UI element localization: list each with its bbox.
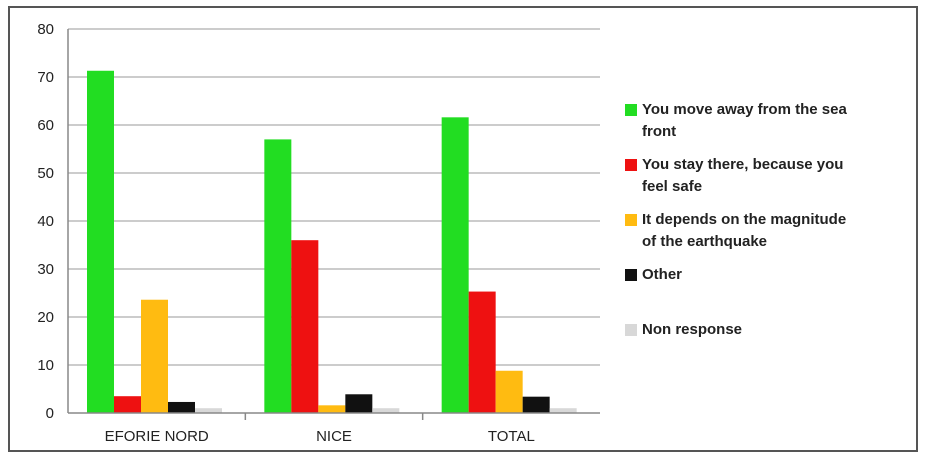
y-tick-label: 20 xyxy=(37,309,54,326)
bar-nice-series-1 xyxy=(291,240,319,413)
y-tick-label: 40 xyxy=(37,213,54,230)
bar-chart: 0 10 20 30 40 50 60 70 80 EFORIE NORD NICE TOTAL Y… xyxy=(37,21,847,445)
bar-total-series-3 xyxy=(522,396,550,413)
x-category-label: EFORIE NORD xyxy=(105,428,209,445)
legend-label: Other xyxy=(642,266,682,283)
bar-total-series-2 xyxy=(495,370,523,413)
legend-swatch xyxy=(625,324,637,336)
y-tick-label: 80 xyxy=(37,21,54,38)
bar-total-series-0 xyxy=(441,117,469,413)
legend-label: front xyxy=(642,123,676,140)
y-tick-label: 50 xyxy=(37,165,54,182)
chart-frame: 0 10 20 30 40 50 60 70 80 EFORIE NORD NICE TOTAL Y… xyxy=(8,6,918,452)
bar-nice-series-2 xyxy=(318,405,346,413)
legend-label: It depends on the magnitude xyxy=(642,211,846,228)
y-tick-label: 70 xyxy=(37,69,54,86)
legend-label: of the earthquake xyxy=(642,233,767,250)
legend-label: You stay there, because you xyxy=(642,156,843,173)
legend-swatch xyxy=(625,104,637,116)
x-category-label: TOTAL xyxy=(488,428,535,445)
bar-eforie-nord-series-3 xyxy=(168,401,195,413)
legend-swatch xyxy=(625,214,637,226)
y-tick-label: 10 xyxy=(37,357,54,374)
bars xyxy=(87,70,577,413)
legend-label: feel safe xyxy=(642,178,702,195)
y-axis-ticks: 0 10 20 30 40 50 60 70 80 xyxy=(37,21,54,422)
bar-eforie-nord-series-2 xyxy=(141,299,168,413)
bar-nice-series-3 xyxy=(345,394,373,413)
bar-eforie-nord-series-1 xyxy=(114,396,141,413)
x-axis-categories: EFORIE NORD NICE TOTAL xyxy=(105,428,535,445)
bar-nice-series-0 xyxy=(264,139,292,413)
y-tick-label: 0 xyxy=(46,405,54,422)
legend: You move away from the sea front You stay … xyxy=(625,101,847,338)
y-tick-label: 60 xyxy=(37,117,54,134)
axes xyxy=(67,29,600,420)
bar-nice-series-4 xyxy=(372,408,400,413)
x-category-label: NICE xyxy=(316,428,352,445)
bar-eforie-nord-series-0 xyxy=(87,70,114,413)
bar-total-series-1 xyxy=(468,291,496,413)
legend-swatch xyxy=(625,159,637,171)
bar-eforie-nord-series-4 xyxy=(195,408,222,413)
legend-label: Non response xyxy=(642,321,742,338)
legend-swatch xyxy=(625,269,637,281)
bar-total-series-4 xyxy=(549,408,577,413)
y-tick-label: 30 xyxy=(37,261,54,278)
legend-label: You move away from the sea xyxy=(642,101,847,118)
